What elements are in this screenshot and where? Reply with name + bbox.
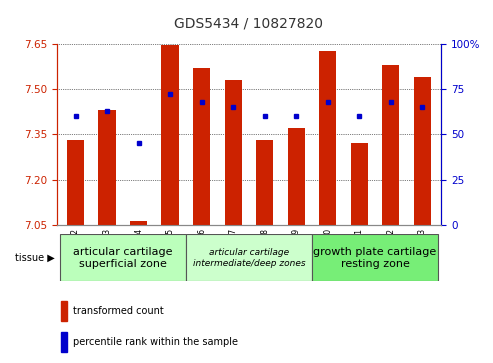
Bar: [99, 110, 116, 225]
Text: GDS5434 / 10827820: GDS5434 / 10827820: [175, 16, 323, 30]
Bar: [287, 128, 305, 225]
Bar: [61, 332, 68, 352]
Bar: [193, 68, 211, 225]
Bar: [313, 234, 438, 281]
Text: tissue ▶: tissue ▶: [15, 253, 55, 263]
Text: percentile rank within the sample: percentile rank within the sample: [73, 337, 238, 347]
Text: transformed count: transformed count: [73, 306, 164, 316]
Bar: [186, 234, 312, 281]
Bar: [130, 221, 147, 225]
Bar: [60, 234, 185, 281]
Bar: [67, 140, 84, 225]
Bar: [414, 77, 431, 225]
Text: articular cartilage
intermediate/deep zones: articular cartilage intermediate/deep zo…: [193, 248, 305, 268]
Text: growth plate cartilage
resting zone: growth plate cartilage resting zone: [314, 246, 437, 269]
Bar: [256, 140, 274, 225]
Bar: [224, 80, 242, 225]
Bar: [61, 301, 68, 322]
Text: articular cartilage
superficial zone: articular cartilage superficial zone: [73, 246, 173, 269]
Bar: [162, 45, 179, 225]
Bar: [319, 51, 336, 225]
Bar: [351, 143, 368, 225]
Bar: [382, 65, 399, 225]
